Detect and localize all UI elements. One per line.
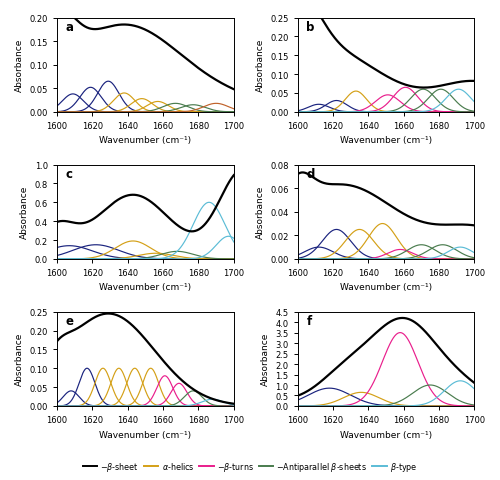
Y-axis label: Absorbance: Absorbance <box>256 39 264 92</box>
Text: b: b <box>306 21 315 34</box>
X-axis label: Wavenumber (cm⁻¹): Wavenumber (cm⁻¹) <box>340 283 432 292</box>
Y-axis label: Absorbance: Absorbance <box>15 333 24 386</box>
Text: e: e <box>66 315 74 328</box>
Text: d: d <box>306 168 315 181</box>
X-axis label: Wavenumber (cm⁻¹): Wavenumber (cm⁻¹) <box>340 136 432 145</box>
Y-axis label: Absorbance: Absorbance <box>256 186 264 239</box>
X-axis label: Wavenumber (cm⁻¹): Wavenumber (cm⁻¹) <box>100 136 192 145</box>
Legend: $-\beta$-sheet, $\alpha$-helics, $-\beta$-turns, $-$Antiparallel $\beta$-sheets,: $-\beta$-sheet, $\alpha$-helics, $-\beta… <box>80 456 420 476</box>
Text: f: f <box>306 315 312 328</box>
Text: a: a <box>66 21 74 34</box>
Y-axis label: Absorbance: Absorbance <box>20 186 29 239</box>
X-axis label: Wavenumber (cm⁻¹): Wavenumber (cm⁻¹) <box>100 283 192 292</box>
Y-axis label: Absorbance: Absorbance <box>15 39 24 92</box>
Text: c: c <box>66 168 73 181</box>
Y-axis label: Absorbance: Absorbance <box>260 333 270 386</box>
X-axis label: Wavenumber (cm⁻¹): Wavenumber (cm⁻¹) <box>340 430 432 439</box>
X-axis label: Wavenumber (cm⁻¹): Wavenumber (cm⁻¹) <box>100 430 192 439</box>
